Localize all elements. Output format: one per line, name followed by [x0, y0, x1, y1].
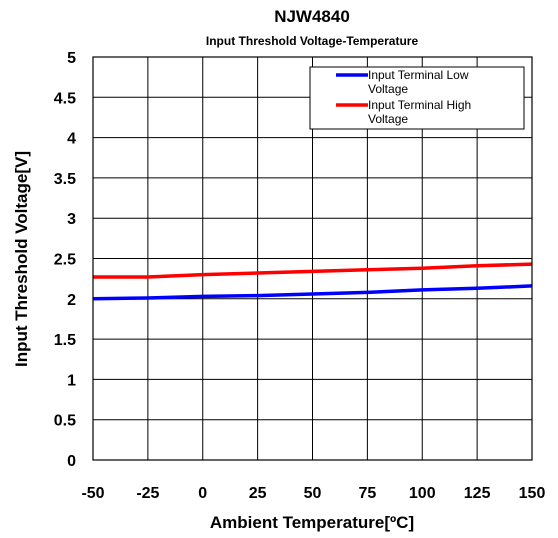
y-tick-label: 1	[67, 372, 76, 389]
y-tick-label: 0.5	[54, 413, 76, 430]
y-tick-label: 0	[67, 453, 76, 470]
y-tick-labels: 0 0.5 1 1.5 2 2.5 3 3.5 4 4.5 5	[54, 50, 76, 470]
x-tick-label: 25	[249, 485, 267, 502]
legend-label: Input Terminal High	[368, 98, 471, 112]
y-tick-label: 3	[67, 211, 76, 228]
x-tick-label: -50	[81, 485, 104, 502]
x-tick-label: 0	[198, 485, 207, 502]
series-group	[92, 262, 533, 301]
series-line-high	[93, 262, 533, 279]
y-tick-label: 1.5	[54, 332, 76, 349]
x-tick-labels: -50 -25 0 25 50 75 100 125 150	[81, 485, 545, 502]
chart-subtitle: Input Threshold Voltage-Temperature	[206, 34, 419, 48]
x-tick-label: 50	[304, 485, 322, 502]
legend-label: Voltage	[368, 82, 408, 96]
y-tick-label: 5	[67, 50, 76, 67]
plot-frame	[92, 56, 533, 461]
x-tick-label: 150	[519, 485, 546, 502]
x-axis-label: Ambient Temperature[ºC]	[210, 513, 414, 532]
legend-label: Input Terminal Low	[368, 68, 469, 82]
chart-title: NJW4840	[274, 7, 350, 26]
y-axis-label: Input Threshold Voltage[V]	[12, 151, 31, 367]
x-tick-label: 75	[358, 485, 376, 502]
x-tick-label: 100	[409, 485, 436, 502]
y-tick-label: 2.5	[54, 252, 76, 269]
y-tick-label: 4	[67, 131, 76, 148]
legend-label: Voltage	[368, 112, 408, 126]
y-tick-label: 4.5	[54, 90, 76, 107]
x-tick-label: -25	[136, 485, 159, 502]
legend-box	[309, 66, 525, 130]
series-line-low	[92, 284, 533, 301]
y-tick-label: 3.5	[54, 171, 76, 188]
y-tick-label: 2	[67, 292, 76, 309]
x-tick-label: 125	[464, 485, 491, 502]
